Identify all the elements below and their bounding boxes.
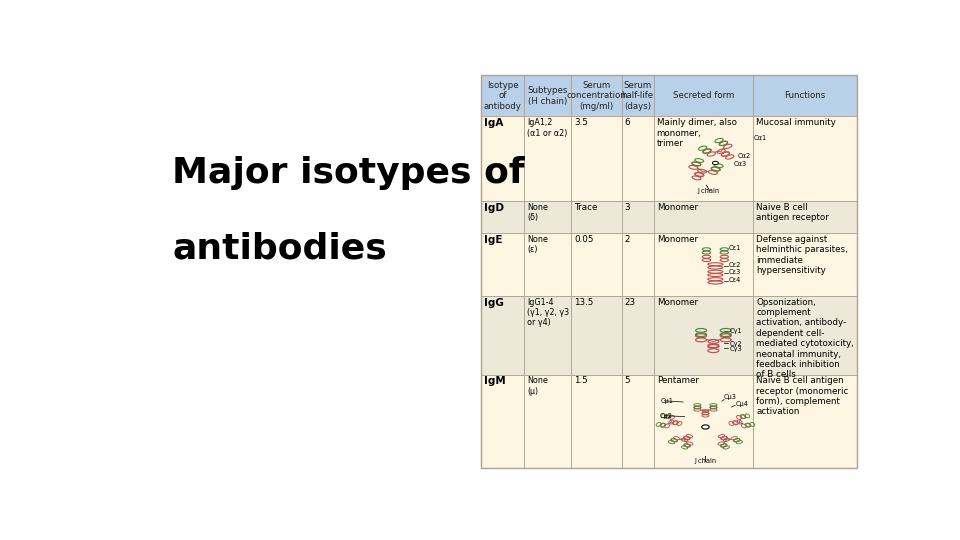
FancyBboxPatch shape <box>622 296 654 375</box>
Text: IgA: IgA <box>484 118 503 128</box>
FancyBboxPatch shape <box>654 233 754 296</box>
Circle shape <box>702 425 709 429</box>
FancyBboxPatch shape <box>654 117 754 201</box>
FancyBboxPatch shape <box>622 117 654 201</box>
Text: IgG1-4
(γ1, γ2, γ3
or γ4): IgG1-4 (γ1, γ2, γ3 or γ4) <box>527 298 569 327</box>
FancyBboxPatch shape <box>622 201 654 233</box>
Text: 23: 23 <box>625 298 636 307</box>
Text: None
(μ): None (μ) <box>527 376 548 396</box>
Text: 1.5: 1.5 <box>574 376 588 385</box>
FancyBboxPatch shape <box>754 233 856 296</box>
FancyBboxPatch shape <box>571 296 622 375</box>
Circle shape <box>712 161 718 165</box>
Text: IgG: IgG <box>484 298 504 308</box>
FancyBboxPatch shape <box>481 75 524 117</box>
Text: Secreted form: Secreted form <box>673 91 734 100</box>
Text: Cε2: Cε2 <box>729 262 741 268</box>
Text: 3.5: 3.5 <box>574 118 588 127</box>
Text: 3: 3 <box>625 202 631 212</box>
Text: Cμ1: Cμ1 <box>660 398 674 404</box>
Text: 0.05: 0.05 <box>574 235 593 244</box>
Text: IgA1,2
(α1 or α2): IgA1,2 (α1 or α2) <box>527 118 567 138</box>
FancyBboxPatch shape <box>754 117 856 201</box>
FancyBboxPatch shape <box>524 117 571 201</box>
FancyBboxPatch shape <box>481 233 524 296</box>
FancyBboxPatch shape <box>654 75 754 117</box>
Text: Monomer: Monomer <box>657 202 698 212</box>
Text: Naive B cell antigen
receptor (monomeric
form), complement
activation: Naive B cell antigen receptor (monomeric… <box>756 376 849 416</box>
Text: Cε1: Cε1 <box>729 245 741 251</box>
Text: 2: 2 <box>625 235 630 244</box>
Text: J chain: J chain <box>697 188 719 194</box>
FancyBboxPatch shape <box>622 75 654 117</box>
FancyBboxPatch shape <box>524 75 571 117</box>
Text: Cγ1: Cγ1 <box>730 328 742 334</box>
Text: Cμ3: Cμ3 <box>724 394 737 400</box>
Text: J chain: J chain <box>694 458 716 464</box>
Text: IgE: IgE <box>484 235 502 245</box>
Text: 5: 5 <box>625 376 631 385</box>
FancyBboxPatch shape <box>754 75 856 117</box>
Text: IgD: IgD <box>484 202 504 213</box>
FancyBboxPatch shape <box>754 201 856 233</box>
Text: Mucosal immunity: Mucosal immunity <box>756 118 836 127</box>
FancyBboxPatch shape <box>622 375 654 468</box>
Text: None
(δ): None (δ) <box>527 202 548 222</box>
FancyBboxPatch shape <box>524 233 571 296</box>
FancyBboxPatch shape <box>571 233 622 296</box>
Text: 13.5: 13.5 <box>574 298 593 307</box>
Text: Cα2: Cα2 <box>737 153 751 159</box>
Text: Cμ4: Cμ4 <box>735 401 748 407</box>
Text: Cα3: Cα3 <box>734 161 747 167</box>
Text: antibodies: antibodies <box>172 231 387 265</box>
Text: Serum
concentration
(mg/ml): Serum concentration (mg/ml) <box>566 81 626 111</box>
Text: Trace: Trace <box>574 202 597 212</box>
Text: Functions: Functions <box>784 91 826 100</box>
Text: Naive B cell
antigen receptor: Naive B cell antigen receptor <box>756 202 829 222</box>
FancyBboxPatch shape <box>481 296 524 375</box>
FancyBboxPatch shape <box>481 375 524 468</box>
FancyBboxPatch shape <box>654 201 754 233</box>
FancyBboxPatch shape <box>571 375 622 468</box>
FancyBboxPatch shape <box>481 117 524 201</box>
Text: Opsonization,
complement
activation, antibody-
dependent cell-
mediated cytotoxi: Opsonization, complement activation, ant… <box>756 298 854 380</box>
Text: Pentamer: Pentamer <box>657 376 699 385</box>
Text: Monomer: Monomer <box>657 235 698 244</box>
Text: 6: 6 <box>625 118 630 127</box>
FancyBboxPatch shape <box>571 75 622 117</box>
FancyBboxPatch shape <box>571 117 622 201</box>
FancyBboxPatch shape <box>622 233 654 296</box>
Text: Cε3: Cε3 <box>729 269 741 275</box>
FancyBboxPatch shape <box>754 375 856 468</box>
Text: Cε4: Cε4 <box>729 276 741 282</box>
FancyBboxPatch shape <box>571 201 622 233</box>
Text: Cμ2: Cμ2 <box>660 413 672 419</box>
Text: Serum
half-life
(days): Serum half-life (days) <box>622 81 654 111</box>
FancyBboxPatch shape <box>654 296 754 375</box>
Text: Cγ2: Cγ2 <box>730 341 742 347</box>
Text: Cγ3: Cγ3 <box>730 347 742 353</box>
FancyBboxPatch shape <box>524 296 571 375</box>
FancyBboxPatch shape <box>654 375 754 468</box>
Text: None
(ε): None (ε) <box>527 235 548 254</box>
FancyBboxPatch shape <box>524 201 571 233</box>
Text: Monomer: Monomer <box>657 298 698 307</box>
FancyBboxPatch shape <box>481 201 524 233</box>
Text: Mainly dimer, also
monomer,
trimer: Mainly dimer, also monomer, trimer <box>657 118 736 148</box>
FancyBboxPatch shape <box>524 375 571 468</box>
Text: Isotype
of
antibody: Isotype of antibody <box>484 81 521 111</box>
Text: Major isotypes of: Major isotypes of <box>172 156 525 190</box>
FancyBboxPatch shape <box>754 296 856 375</box>
Text: IgM: IgM <box>484 376 506 386</box>
Text: Subtypes
(H chain): Subtypes (H chain) <box>527 86 567 105</box>
Text: Defense against
helminthic parasites,
immediate
hypersensitivity: Defense against helminthic parasites, im… <box>756 235 848 275</box>
Text: Cα1: Cα1 <box>755 135 767 141</box>
